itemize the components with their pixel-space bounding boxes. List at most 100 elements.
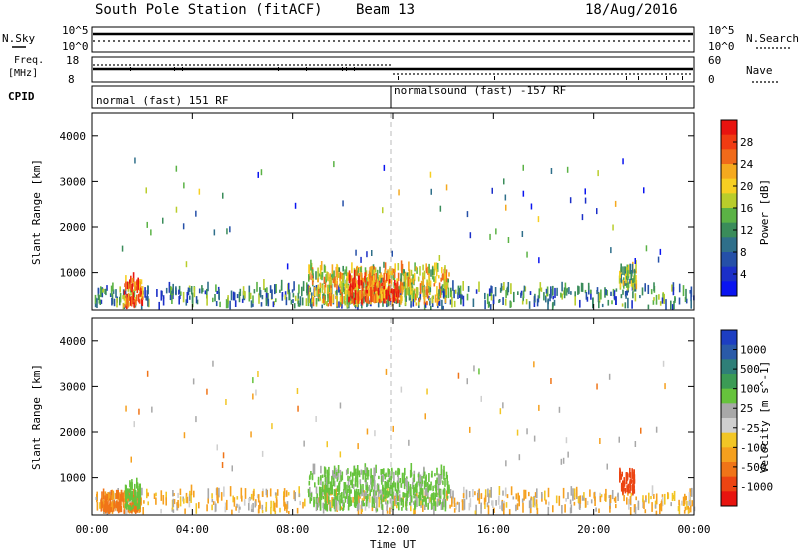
echo-cell [325,501,327,510]
nave-point [269,64,271,66]
colorbar-tick-label: 100 [740,383,760,396]
echo-cell [352,282,355,290]
echo-cell [625,295,627,299]
echo-cell [355,249,357,256]
nave-point [354,67,355,71]
echo-cell [410,463,413,474]
echo-cell [96,298,98,308]
echo-cell [529,291,532,295]
nave-point [133,64,135,66]
echo-cell [475,289,478,294]
echo-cell [423,480,426,490]
echo-cell [364,276,366,281]
echo-cell [530,203,533,210]
echo-cell [341,471,344,481]
echo-cell [134,157,136,164]
echo-cell [584,188,586,195]
echo-cell [330,487,332,495]
echo-cell [368,300,370,304]
echo-cell [633,504,636,513]
echo-cell [420,483,422,488]
echo-cell [384,495,387,499]
echo-cell [423,300,426,310]
echo-cell [510,486,513,496]
echo-cell [457,285,460,293]
nave-point [653,73,655,75]
echo-cell [383,164,386,171]
echo-cell [380,494,382,501]
echo-cell [258,293,260,304]
echo-cell [526,251,528,258]
nave-point [293,64,295,66]
echo-cell [371,505,374,512]
echo-cell [360,267,362,277]
echo-cell [333,499,335,508]
echo-cell [632,475,635,482]
echo-cell [555,495,558,504]
colorbar-tick-label: 20 [740,180,753,193]
echo-cell [632,282,635,291]
echo-cell [586,296,589,302]
echo-cell [370,286,372,298]
echo-cell [354,489,356,500]
echo-cell [333,270,335,281]
y-tick-label: 1000 [60,267,87,280]
echo-cell [525,299,528,305]
echo-cell [136,503,139,510]
echo-cell [360,275,363,286]
echo-cell [121,245,124,252]
echo-cell [287,282,290,293]
echo-cell [274,502,276,512]
echo-cell [215,284,217,292]
echo-cell [229,300,231,310]
echo-cell [315,503,318,512]
echo-cell [94,303,97,308]
echo-cell [340,272,343,280]
echo-cell [233,292,236,301]
nave-point [157,64,159,66]
echo-cell [313,463,316,475]
echo-cell [318,273,321,277]
echo-cell [437,495,440,499]
nave-point [461,73,463,75]
y-tick-label: 4000 [60,335,87,348]
nave-point [605,73,607,75]
nave-point [681,73,683,75]
echo-cell [426,388,428,395]
colorbar-cell [721,432,737,448]
nave-point [357,64,359,66]
echo-cell [375,272,377,284]
echo-cell [382,299,384,307]
echo-cell [126,297,129,309]
echo-cell [324,483,327,494]
echo-cell [404,298,407,306]
echo-cell [467,286,470,292]
echo-cell [211,493,213,499]
echo-cell [413,272,416,282]
echo-cell [219,301,221,308]
echo-cell [394,482,397,492]
echo-cell [138,488,140,497]
echo-cell [308,274,310,282]
echo-cell [381,504,384,510]
nave-point [457,73,459,75]
nave-point [494,76,495,80]
echo-cell [434,262,436,271]
echo-cell [658,294,660,300]
echo-cell [213,229,216,236]
echo-cell [347,475,349,481]
echo-cell [348,297,350,309]
echo-cell [243,499,246,506]
echo-cell [419,291,422,300]
echo-cell [392,425,394,432]
echo-cell [452,493,454,504]
echo-cell [382,277,385,282]
echo-cell [324,299,326,305]
echo-cell [382,207,384,214]
echo-cell [414,262,416,272]
echo-cell [330,296,332,307]
echo-cell [624,487,627,494]
echo-cell [330,288,332,293]
echo-cell [642,495,644,503]
